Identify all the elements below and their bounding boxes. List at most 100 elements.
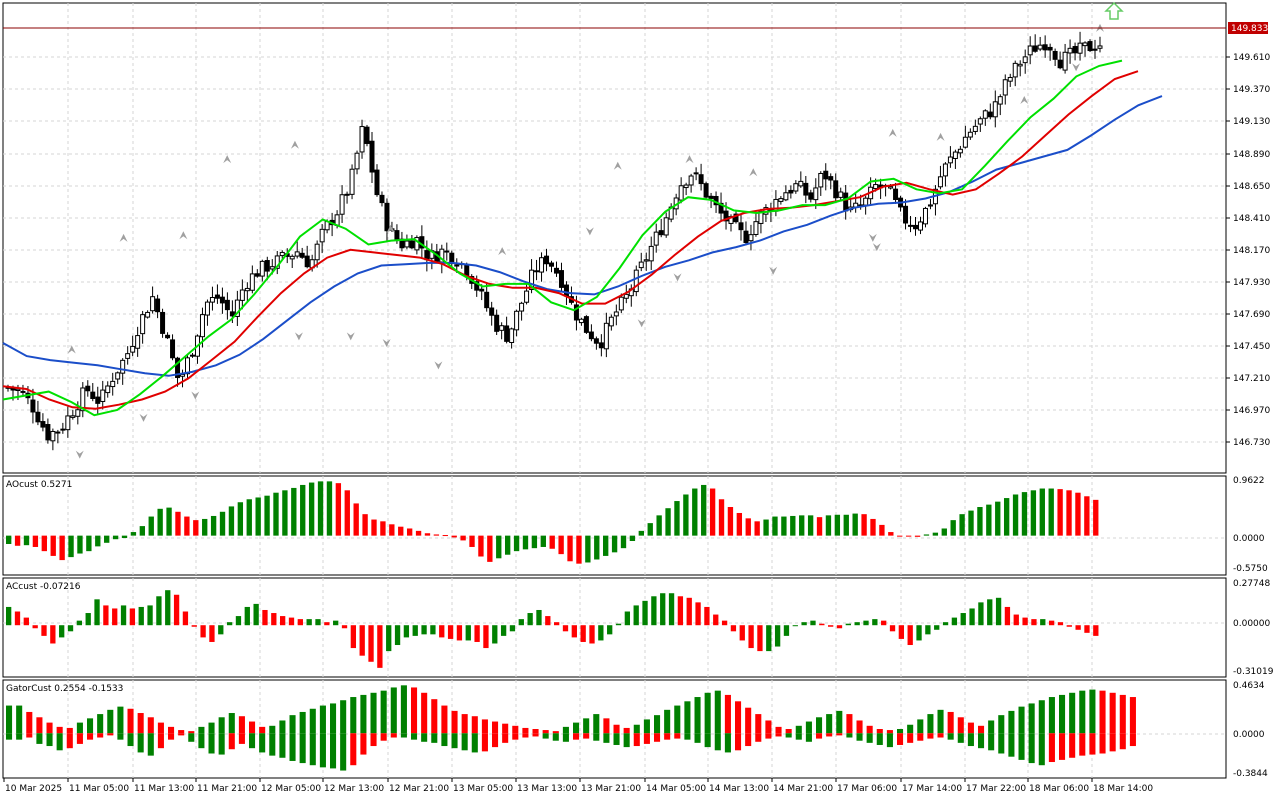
ac-bar bbox=[253, 603, 259, 626]
gator-lower-bar bbox=[1069, 733, 1076, 758]
ao-bar bbox=[184, 516, 190, 536]
ac-bar bbox=[50, 625, 56, 644]
gator-upper-bar bbox=[117, 706, 124, 734]
gator-lower-bar bbox=[350, 733, 357, 766]
gator-upper-bar bbox=[471, 716, 478, 734]
ao-bar bbox=[736, 512, 743, 536]
candle-body bbox=[1037, 44, 1043, 50]
ao-bar bbox=[166, 507, 172, 536]
ao-y-tick-label: 0.9622 bbox=[1233, 476, 1265, 486]
candle-body bbox=[384, 202, 390, 232]
gator-lower-bar bbox=[492, 733, 499, 748]
ao-bar bbox=[638, 530, 644, 536]
ac-bar bbox=[403, 625, 410, 638]
candle-body bbox=[957, 148, 963, 154]
candle-body bbox=[85, 385, 91, 392]
ac-bar bbox=[191, 625, 197, 627]
candle-body bbox=[95, 396, 101, 404]
ac-bar bbox=[863, 620, 869, 626]
gator-upper-bar bbox=[633, 724, 640, 734]
ac-bar bbox=[262, 609, 268, 626]
ac-bar bbox=[465, 625, 471, 641]
candle-body bbox=[753, 221, 759, 235]
y-tick-label: 148.890 bbox=[1233, 150, 1270, 160]
ac-bar bbox=[474, 625, 480, 642]
gator-lower-bar bbox=[198, 733, 205, 749]
fractal-up-marker bbox=[67, 345, 76, 354]
fractal-up-marker bbox=[749, 168, 758, 177]
ac-bar bbox=[120, 605, 127, 626]
ac-bar bbox=[147, 605, 153, 626]
candle-body bbox=[349, 168, 355, 195]
ac-bar bbox=[244, 606, 250, 626]
ao-bar bbox=[576, 535, 582, 564]
candle-body bbox=[798, 180, 804, 187]
ac-bar bbox=[103, 605, 109, 626]
gator-upper-bar bbox=[745, 707, 752, 734]
ac-bar bbox=[341, 625, 348, 629]
ac-bar bbox=[218, 625, 224, 635]
gator-lower-bar bbox=[76, 733, 83, 744]
gator-upper-bar bbox=[481, 719, 488, 734]
gator-upper-bar bbox=[988, 720, 995, 734]
candle-body bbox=[638, 261, 644, 269]
ao-bar bbox=[843, 514, 849, 536]
gator-upper-bar bbox=[370, 692, 377, 734]
ac-bar bbox=[925, 625, 931, 635]
gator-upper-bar bbox=[1069, 692, 1076, 734]
ac-bar bbox=[32, 625, 38, 629]
ac-bar bbox=[624, 611, 631, 626]
gator-lower-bar bbox=[907, 733, 914, 743]
ao-bar bbox=[1030, 490, 1037, 536]
candle-body bbox=[234, 299, 240, 317]
ao-bar bbox=[469, 535, 475, 547]
ac-bar bbox=[509, 625, 516, 632]
candle-body bbox=[20, 390, 26, 393]
ao-bar bbox=[237, 502, 244, 536]
candle-body bbox=[499, 325, 505, 331]
candle-body bbox=[244, 287, 250, 292]
ao-y-tick-label: -0.5750 bbox=[1233, 564, 1268, 574]
candle-body bbox=[838, 191, 844, 198]
ac-bar bbox=[41, 625, 47, 636]
gator-upper-bar bbox=[400, 685, 407, 734]
fractal-up-marker bbox=[888, 128, 897, 137]
gator-lower-bar bbox=[411, 733, 418, 740]
gator-lower-bar bbox=[431, 733, 438, 743]
candle-body bbox=[204, 301, 210, 316]
gator-lower-bar bbox=[826, 733, 833, 737]
ao-bar bbox=[291, 487, 297, 536]
candle-body bbox=[653, 231, 659, 246]
y-tick-label: 149.610 bbox=[1233, 53, 1270, 63]
ac-bar bbox=[492, 625, 498, 644]
gator-upper-bar bbox=[714, 690, 721, 734]
x-tick-label: 12 Mar 13:00 bbox=[324, 784, 384, 794]
fractal-up-marker bbox=[223, 155, 232, 164]
candle-body bbox=[633, 269, 639, 293]
candle-body bbox=[1022, 56, 1028, 64]
gator-lower-bar bbox=[107, 733, 114, 736]
gator-upper-bar bbox=[208, 722, 215, 734]
gator-lower-bar bbox=[178, 733, 185, 736]
candle-body bbox=[583, 316, 589, 333]
fractal-down-marker bbox=[75, 450, 84, 459]
ao-bar bbox=[77, 535, 83, 554]
candle-body bbox=[214, 294, 220, 299]
ac-bar bbox=[783, 625, 790, 636]
candle-body bbox=[224, 299, 230, 311]
gator-upper-bar bbox=[886, 730, 893, 734]
candle-body bbox=[1027, 45, 1033, 56]
ac-bar bbox=[739, 625, 745, 641]
candle-body bbox=[199, 314, 205, 338]
gator-lower-bar bbox=[289, 733, 296, 761]
ac-bar bbox=[1093, 625, 1099, 636]
ac-bar bbox=[801, 622, 807, 626]
ao-bar bbox=[193, 520, 199, 536]
candle-body bbox=[927, 204, 933, 207]
gator-y-tick-label: 0.0000 bbox=[1233, 730, 1265, 740]
ac-bar bbox=[386, 625, 392, 652]
fractal-down-marker bbox=[769, 266, 778, 275]
gator-lower-bar bbox=[279, 733, 286, 758]
